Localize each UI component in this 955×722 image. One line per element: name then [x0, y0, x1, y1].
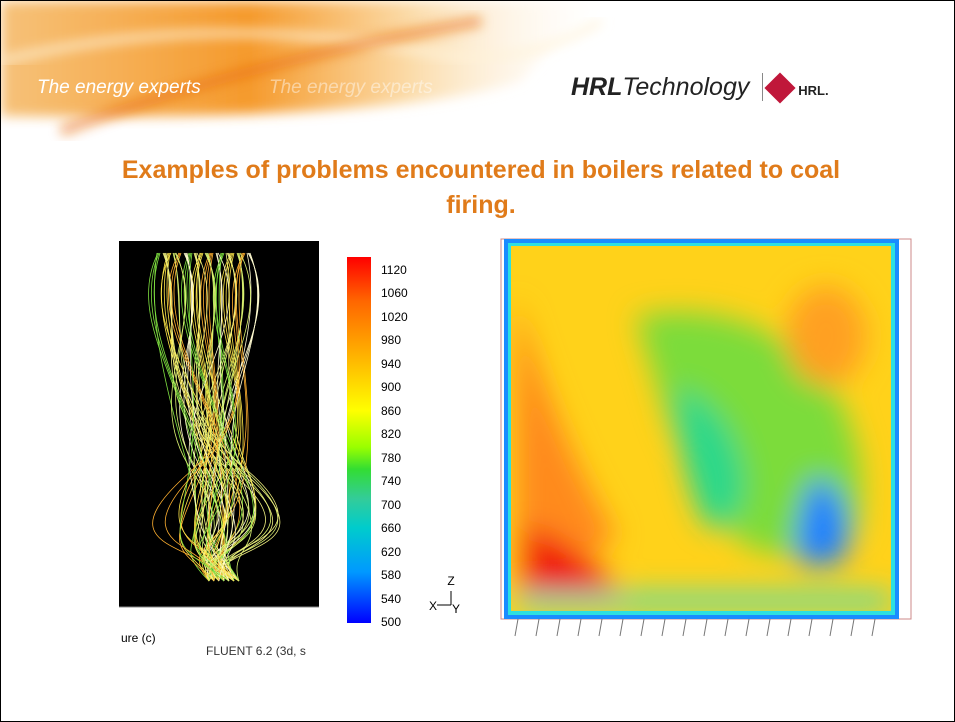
streamline: [173, 252, 241, 582]
colorbar-label: 700: [381, 497, 402, 512]
support-leg: [787, 618, 792, 637]
colorbar-label: 980: [381, 333, 402, 348]
support-leg: [640, 618, 645, 637]
support-leg: [661, 618, 666, 637]
caption-left: ure (c): [121, 631, 156, 645]
header-swoosh: [1, 1, 621, 136]
streamline: [222, 252, 258, 582]
logo-badge: HRL.: [798, 83, 829, 98]
colorbar-label: 580: [381, 568, 402, 583]
logo-bold: HRL: [571, 73, 623, 101]
slide-title: Examples of problems encountered in boil…: [121, 156, 841, 219]
streamline: [199, 252, 236, 582]
colorbar-label: 900: [381, 380, 402, 395]
streamline: [194, 252, 235, 582]
axes-glyph: Z X Y: [429, 574, 460, 616]
support-leg: [598, 618, 603, 637]
colorbar-label: 940: [381, 356, 402, 371]
streamline: [185, 252, 235, 582]
colorbar-label: 740: [381, 474, 402, 489]
support-leg: [745, 618, 750, 637]
streamline: [188, 252, 230, 582]
streamline: [164, 252, 246, 582]
axis-x: X: [429, 599, 437, 613]
axis-z: Z: [447, 574, 454, 588]
streamline: [175, 252, 223, 582]
colorbar-label: 540: [381, 591, 402, 606]
support-leg: [703, 618, 708, 637]
streamline: [196, 252, 244, 582]
streamline: [165, 252, 279, 582]
streamline: [207, 252, 257, 582]
colorbar-label: 820: [381, 427, 402, 442]
support-leg: [724, 618, 729, 637]
streamline: [201, 252, 244, 582]
logo-icon: [764, 72, 796, 104]
streamline: [198, 252, 249, 582]
streamline: [186, 252, 236, 582]
support-leg: [808, 618, 813, 637]
tagline: The energy experts: [37, 77, 201, 98]
support-leg: [829, 618, 834, 637]
colorbar-label: 1120: [381, 263, 407, 277]
streamline: [207, 252, 220, 582]
support-leg: [577, 618, 582, 637]
streamline: [171, 252, 230, 582]
streamline-image: [119, 241, 319, 663]
streamline: [152, 252, 245, 582]
support-leg: [682, 618, 687, 637]
streamline: [179, 252, 230, 582]
contour-image: [500, 238, 912, 637]
colorbar-label: 860: [381, 403, 402, 418]
streamline: [202, 252, 243, 582]
colorbar-label: 500: [381, 615, 402, 629]
colorbar-label: 780: [381, 450, 402, 465]
support-leg: [556, 618, 561, 637]
support-leg: [535, 618, 540, 637]
colorbar: [347, 257, 371, 623]
colorbar-label: 1060: [381, 286, 408, 301]
colorbar-label: 660: [381, 521, 402, 536]
support-leg: [850, 618, 855, 637]
colorbar-label: 620: [381, 544, 402, 559]
support-leg: [514, 618, 519, 637]
support-leg: [766, 618, 771, 637]
logo: HRLTechnology HRL.: [571, 72, 829, 104]
logo-light: Technology: [622, 73, 750, 101]
streamline: [186, 252, 254, 582]
colorbar-label: 1020: [381, 309, 408, 324]
streamline: [166, 252, 227, 582]
support-leg: [871, 618, 876, 637]
streamline: [179, 252, 215, 582]
streamline: [218, 252, 251, 582]
streamline: [198, 252, 237, 582]
support-leg: [619, 618, 624, 637]
streamline: [160, 252, 240, 582]
axis-y: Y: [452, 602, 460, 616]
tagline-echo: The energy experts: [269, 77, 433, 98]
caption-right: FLUENT 6.2 (3d, s: [206, 644, 306, 658]
